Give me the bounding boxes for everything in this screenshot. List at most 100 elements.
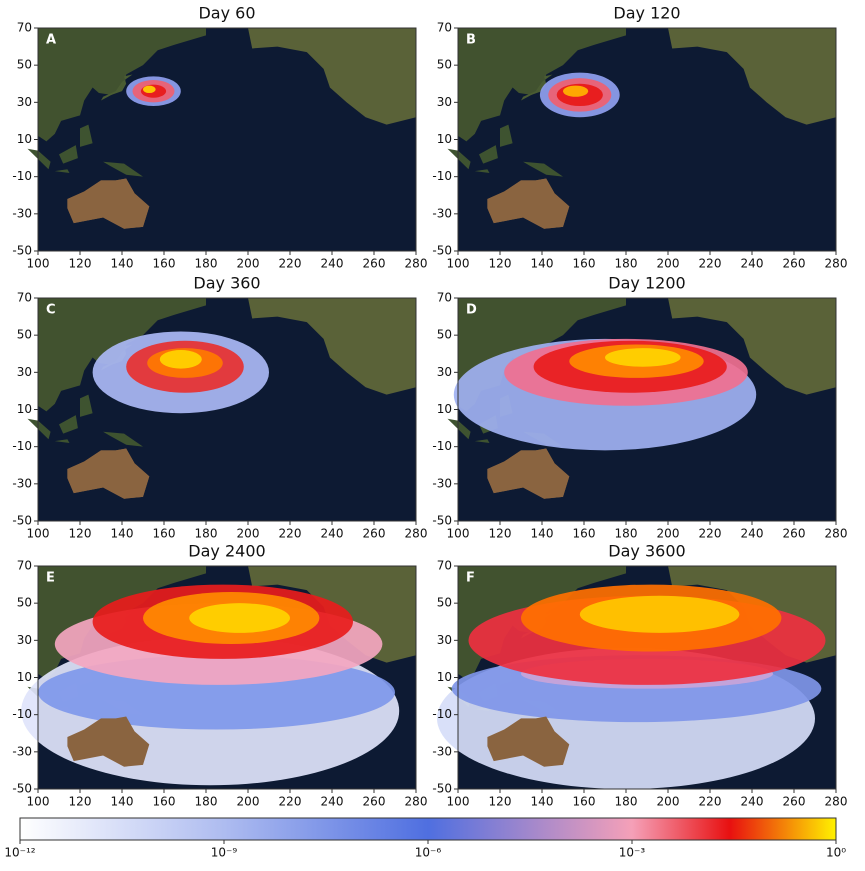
land [447, 148, 471, 170]
y-tick-label: -30 [12, 206, 32, 220]
y-tick-label: 50 [437, 328, 452, 342]
y-tick-label: -30 [432, 476, 452, 490]
map-panel [447, 297, 837, 522]
land [54, 169, 70, 173]
panel-letter: F [466, 571, 475, 586]
x-tick-label: 260 [363, 795, 386, 809]
x-tick-label: 240 [321, 527, 344, 541]
map-panel [21, 565, 417, 790]
x-tick-label: 200 [237, 795, 260, 809]
colorbar-tick-label: 10⁻⁹ [211, 846, 238, 860]
y-tick-label: 30 [437, 633, 452, 647]
panel-title: Day 1200 [608, 274, 685, 293]
y-tick-label: -50 [12, 244, 32, 258]
colorbar-tick-label: 10⁻³ [619, 846, 646, 860]
land [487, 178, 570, 229]
y-tick-label: 70 [437, 291, 452, 305]
x-tick-label: 120 [69, 795, 92, 809]
x-tick-label: 280 [825, 795, 848, 809]
y-tick-label: 70 [437, 21, 452, 35]
x-tick-label: 260 [363, 257, 386, 271]
land [479, 145, 498, 164]
x-tick-label: 220 [279, 795, 302, 809]
y-tick-label: -10 [432, 169, 452, 183]
x-tick-label: 100 [447, 527, 470, 541]
x-tick-label: 240 [741, 795, 764, 809]
y-tick-label: 50 [17, 596, 32, 610]
x-tick-label: 120 [489, 795, 512, 809]
x-tick-label: 160 [573, 795, 596, 809]
y-tick-label: -30 [12, 744, 32, 758]
panel-title: Day 360 [193, 274, 260, 293]
x-tick-label: 140 [111, 527, 134, 541]
y-tick-label: 70 [17, 21, 32, 35]
y-tick-label: 50 [17, 58, 32, 72]
land [67, 716, 150, 767]
land [668, 28, 836, 125]
x-tick-label: 160 [573, 257, 596, 271]
land [67, 448, 150, 499]
y-tick-label: 10 [17, 402, 32, 416]
x-tick-label: 180 [195, 257, 218, 271]
x-tick-label: 160 [153, 527, 176, 541]
y-tick-label: -50 [12, 782, 32, 796]
land [80, 124, 93, 147]
y-tick-label: 70 [17, 291, 32, 305]
x-tick-label: 140 [531, 795, 554, 809]
y-tick-label: 70 [437, 559, 452, 573]
land [27, 148, 51, 170]
land [500, 124, 513, 147]
land [54, 439, 70, 443]
land [474, 439, 490, 443]
x-tick-label: 240 [321, 257, 344, 271]
x-tick-label: 180 [195, 527, 218, 541]
y-tick-label: 10 [17, 132, 32, 146]
y-tick-label: 30 [17, 633, 32, 647]
x-tick-label: 120 [489, 527, 512, 541]
land [27, 418, 51, 440]
y-tick-label: -10 [432, 707, 452, 721]
land [67, 178, 150, 229]
panel-letter: A [46, 33, 56, 48]
land [447, 418, 471, 440]
y-tick-label: -10 [432, 439, 452, 453]
land [474, 169, 490, 173]
x-tick-label: 140 [111, 795, 134, 809]
colorbar-tick-label: 10⁻¹² [4, 846, 35, 860]
x-tick-label: 140 [531, 527, 554, 541]
plume [605, 348, 681, 367]
x-tick-label: 100 [447, 257, 470, 271]
map-panel [27, 297, 417, 522]
x-tick-label: 180 [615, 527, 638, 541]
x-tick-label: 100 [447, 795, 470, 809]
x-tick-label: 220 [279, 527, 302, 541]
panel-letter: B [466, 33, 476, 48]
land [487, 716, 570, 767]
plume [189, 603, 290, 633]
colorbar-tick-label: 10⁰ [826, 846, 846, 860]
x-tick-label: 200 [237, 257, 260, 271]
land [248, 298, 416, 395]
map-panel [447, 27, 837, 252]
panel-letter: C [46, 303, 56, 318]
x-tick-label: 180 [615, 795, 638, 809]
y-tick-label: 10 [437, 402, 452, 416]
x-tick-label: 280 [825, 257, 848, 271]
x-tick-label: 220 [279, 257, 302, 271]
y-tick-label: 50 [17, 328, 32, 342]
x-tick-label: 240 [321, 795, 344, 809]
land [59, 415, 78, 434]
y-tick-label: -10 [12, 439, 32, 453]
x-tick-label: 160 [573, 527, 596, 541]
x-tick-label: 280 [405, 795, 428, 809]
y-tick-label: 10 [437, 132, 452, 146]
x-tick-label: 180 [195, 795, 218, 809]
y-tick-label: -30 [432, 744, 452, 758]
y-tick-label: 10 [437, 670, 452, 684]
map-panel [437, 565, 837, 790]
x-tick-label: 260 [783, 527, 806, 541]
x-tick-label: 120 [69, 527, 92, 541]
land [80, 394, 93, 417]
x-tick-label: 120 [489, 257, 512, 271]
